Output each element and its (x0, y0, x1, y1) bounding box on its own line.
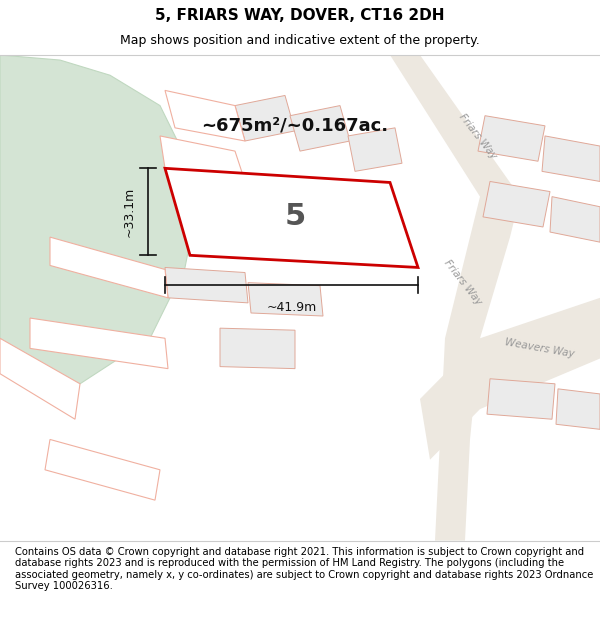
Polygon shape (45, 439, 160, 500)
Text: Contains OS data © Crown copyright and database right 2021. This information is : Contains OS data © Crown copyright and d… (15, 546, 593, 591)
Polygon shape (556, 389, 600, 429)
Polygon shape (165, 168, 418, 268)
Polygon shape (348, 128, 402, 171)
Polygon shape (220, 328, 295, 369)
Text: Weavers Way: Weavers Way (505, 338, 575, 359)
Text: ~33.1m: ~33.1m (123, 187, 136, 237)
Polygon shape (0, 338, 80, 419)
Text: Map shows position and indicative extent of the property.: Map shows position and indicative extent… (120, 34, 480, 48)
Text: 5, FRIARS WAY, DOVER, CT16 2DH: 5, FRIARS WAY, DOVER, CT16 2DH (155, 8, 445, 23)
Polygon shape (478, 116, 545, 161)
Polygon shape (235, 96, 295, 141)
Polygon shape (370, 55, 520, 541)
Polygon shape (30, 318, 168, 369)
Polygon shape (165, 268, 248, 303)
Text: ~41.9m: ~41.9m (266, 301, 317, 314)
Polygon shape (483, 181, 550, 227)
Polygon shape (420, 298, 600, 460)
Polygon shape (0, 55, 195, 384)
Polygon shape (487, 379, 555, 419)
Polygon shape (50, 237, 168, 298)
Text: 5: 5 (284, 202, 305, 231)
Polygon shape (290, 106, 350, 151)
Text: Friars Way: Friars Way (457, 111, 499, 161)
Text: Friars Way: Friars Way (442, 258, 484, 308)
Text: ~675m²/~0.167ac.: ~675m²/~0.167ac. (202, 117, 389, 135)
Polygon shape (160, 136, 245, 181)
Polygon shape (550, 197, 600, 242)
Polygon shape (248, 282, 323, 316)
Polygon shape (165, 91, 245, 141)
Polygon shape (542, 136, 600, 181)
